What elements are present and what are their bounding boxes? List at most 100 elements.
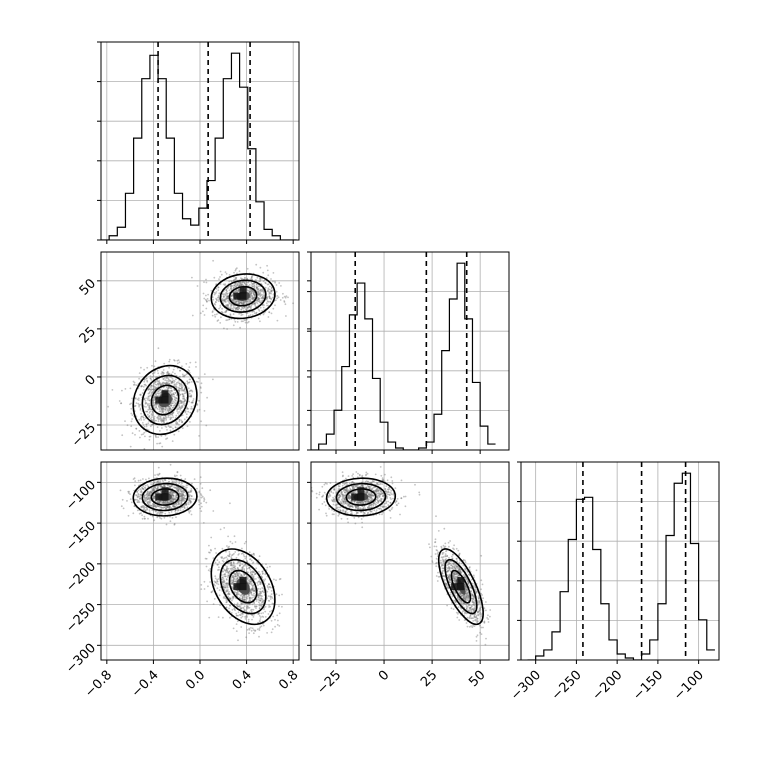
scatter-point: [157, 383, 160, 385]
scatter-point: [142, 433, 145, 435]
scatter-point: [379, 466, 382, 468]
scatter-point: [150, 491, 153, 494]
scatter-point: [253, 310, 256, 313]
scatter-point: [275, 299, 277, 301]
scatter-point: [140, 506, 142, 508]
scatter-point: [141, 487, 144, 490]
scatter-point: [153, 415, 156, 418]
scatter-point: [238, 593, 240, 596]
scatter-point: [148, 509, 151, 511]
scatter-point: [235, 572, 237, 575]
scatter-point: [157, 380, 160, 383]
scatter-point: [154, 387, 157, 390]
scatter-point: [267, 287, 270, 290]
scatter-point: [337, 485, 340, 488]
scatter-point: [216, 578, 218, 581]
scatter-point: [223, 580, 226, 583]
scatter-point: [178, 500, 181, 503]
scatter-point: [373, 480, 375, 483]
scatter-point: [239, 282, 241, 285]
scatter-point: [360, 518, 363, 520]
scatter-point: [152, 384, 155, 387]
scatter-point: [247, 306, 250, 309]
scatter-point: [227, 546, 230, 549]
scatter-point: [126, 500, 128, 502]
scatter-point: [171, 377, 174, 380]
scatter-point: [148, 511, 151, 514]
scatter-point: [237, 567, 239, 570]
scatter-point: [378, 508, 381, 510]
scatter-point: [162, 502, 165, 505]
scatter-point: [377, 487, 379, 490]
scatter-point: [238, 597, 241, 599]
scatter-point: [153, 495, 156, 498]
scatter-point: [159, 484, 162, 487]
scatter-point: [240, 283, 243, 286]
scatter-point: [161, 381, 164, 384]
scatter-point: [171, 371, 174, 373]
scatter-point: [181, 492, 184, 495]
scatter-point: [362, 501, 365, 504]
scatter-point: [134, 433, 136, 436]
scatter-point: [240, 302, 243, 305]
density-peak-block: [155, 493, 163, 501]
scatter-point: [252, 293, 255, 296]
scatter-point: [243, 280, 246, 283]
scatter-point: [202, 310, 204, 313]
scatter-point: [251, 574, 254, 576]
scatter-point: [129, 498, 132, 500]
scatter-point: [178, 384, 181, 387]
scatter-point: [258, 292, 261, 295]
scatter-point: [237, 561, 240, 564]
scatter-point: [161, 506, 164, 509]
scatter-point: [246, 597, 249, 600]
scatter-point: [214, 561, 217, 564]
scatter-point: [239, 282, 242, 284]
scatter-point: [223, 299, 226, 302]
scatter-point: [216, 559, 219, 561]
scatter-point: [168, 409, 171, 412]
scatter-point: [181, 375, 184, 378]
scatter-point: [232, 579, 235, 582]
scatter-point: [235, 291, 238, 293]
scatter-point: [274, 618, 276, 621]
scatter-point: [252, 577, 255, 580]
density-peak-block: [239, 286, 247, 294]
scatter-point: [346, 502, 349, 504]
scatter-point: [254, 605, 256, 607]
scatter-point: [142, 478, 144, 480]
scatter-point: [256, 288, 259, 290]
scatter-point: [381, 492, 384, 495]
scatter-point: [208, 616, 211, 619]
inner-contour: [150, 384, 180, 416]
scatter-point: [259, 581, 262, 584]
scatter-point: [174, 402, 177, 405]
scatter-point: [217, 583, 220, 586]
scatter-point: [216, 580, 219, 583]
scatter-point: [165, 417, 167, 420]
scatter-point: [205, 307, 208, 310]
scatter-point: [272, 296, 274, 299]
scatter-point: [188, 392, 191, 395]
scatter-point: [240, 320, 243, 323]
scatter-point: [158, 380, 161, 382]
scatter-point: [155, 405, 157, 407]
scatter-point: [338, 499, 340, 502]
scatter-point: [240, 594, 243, 596]
scatter-point: [190, 500, 192, 503]
scatter-point: [258, 580, 260, 583]
scatter-point: [251, 586, 254, 589]
scatter-point: [240, 573, 243, 576]
scatter-point: [194, 361, 197, 364]
scatter-point: [140, 366, 142, 369]
scatter-point: [190, 389, 193, 392]
scatter-point: [162, 410, 165, 413]
scatter-point: [198, 399, 201, 402]
scatter-point: [133, 498, 136, 501]
scatter-point: [178, 499, 181, 501]
scatter-point: [143, 418, 145, 421]
scatter-point: [251, 297, 254, 300]
scatter-point: [212, 557, 215, 560]
scatter-point: [261, 600, 264, 603]
scatter-points: [119, 463, 231, 526]
